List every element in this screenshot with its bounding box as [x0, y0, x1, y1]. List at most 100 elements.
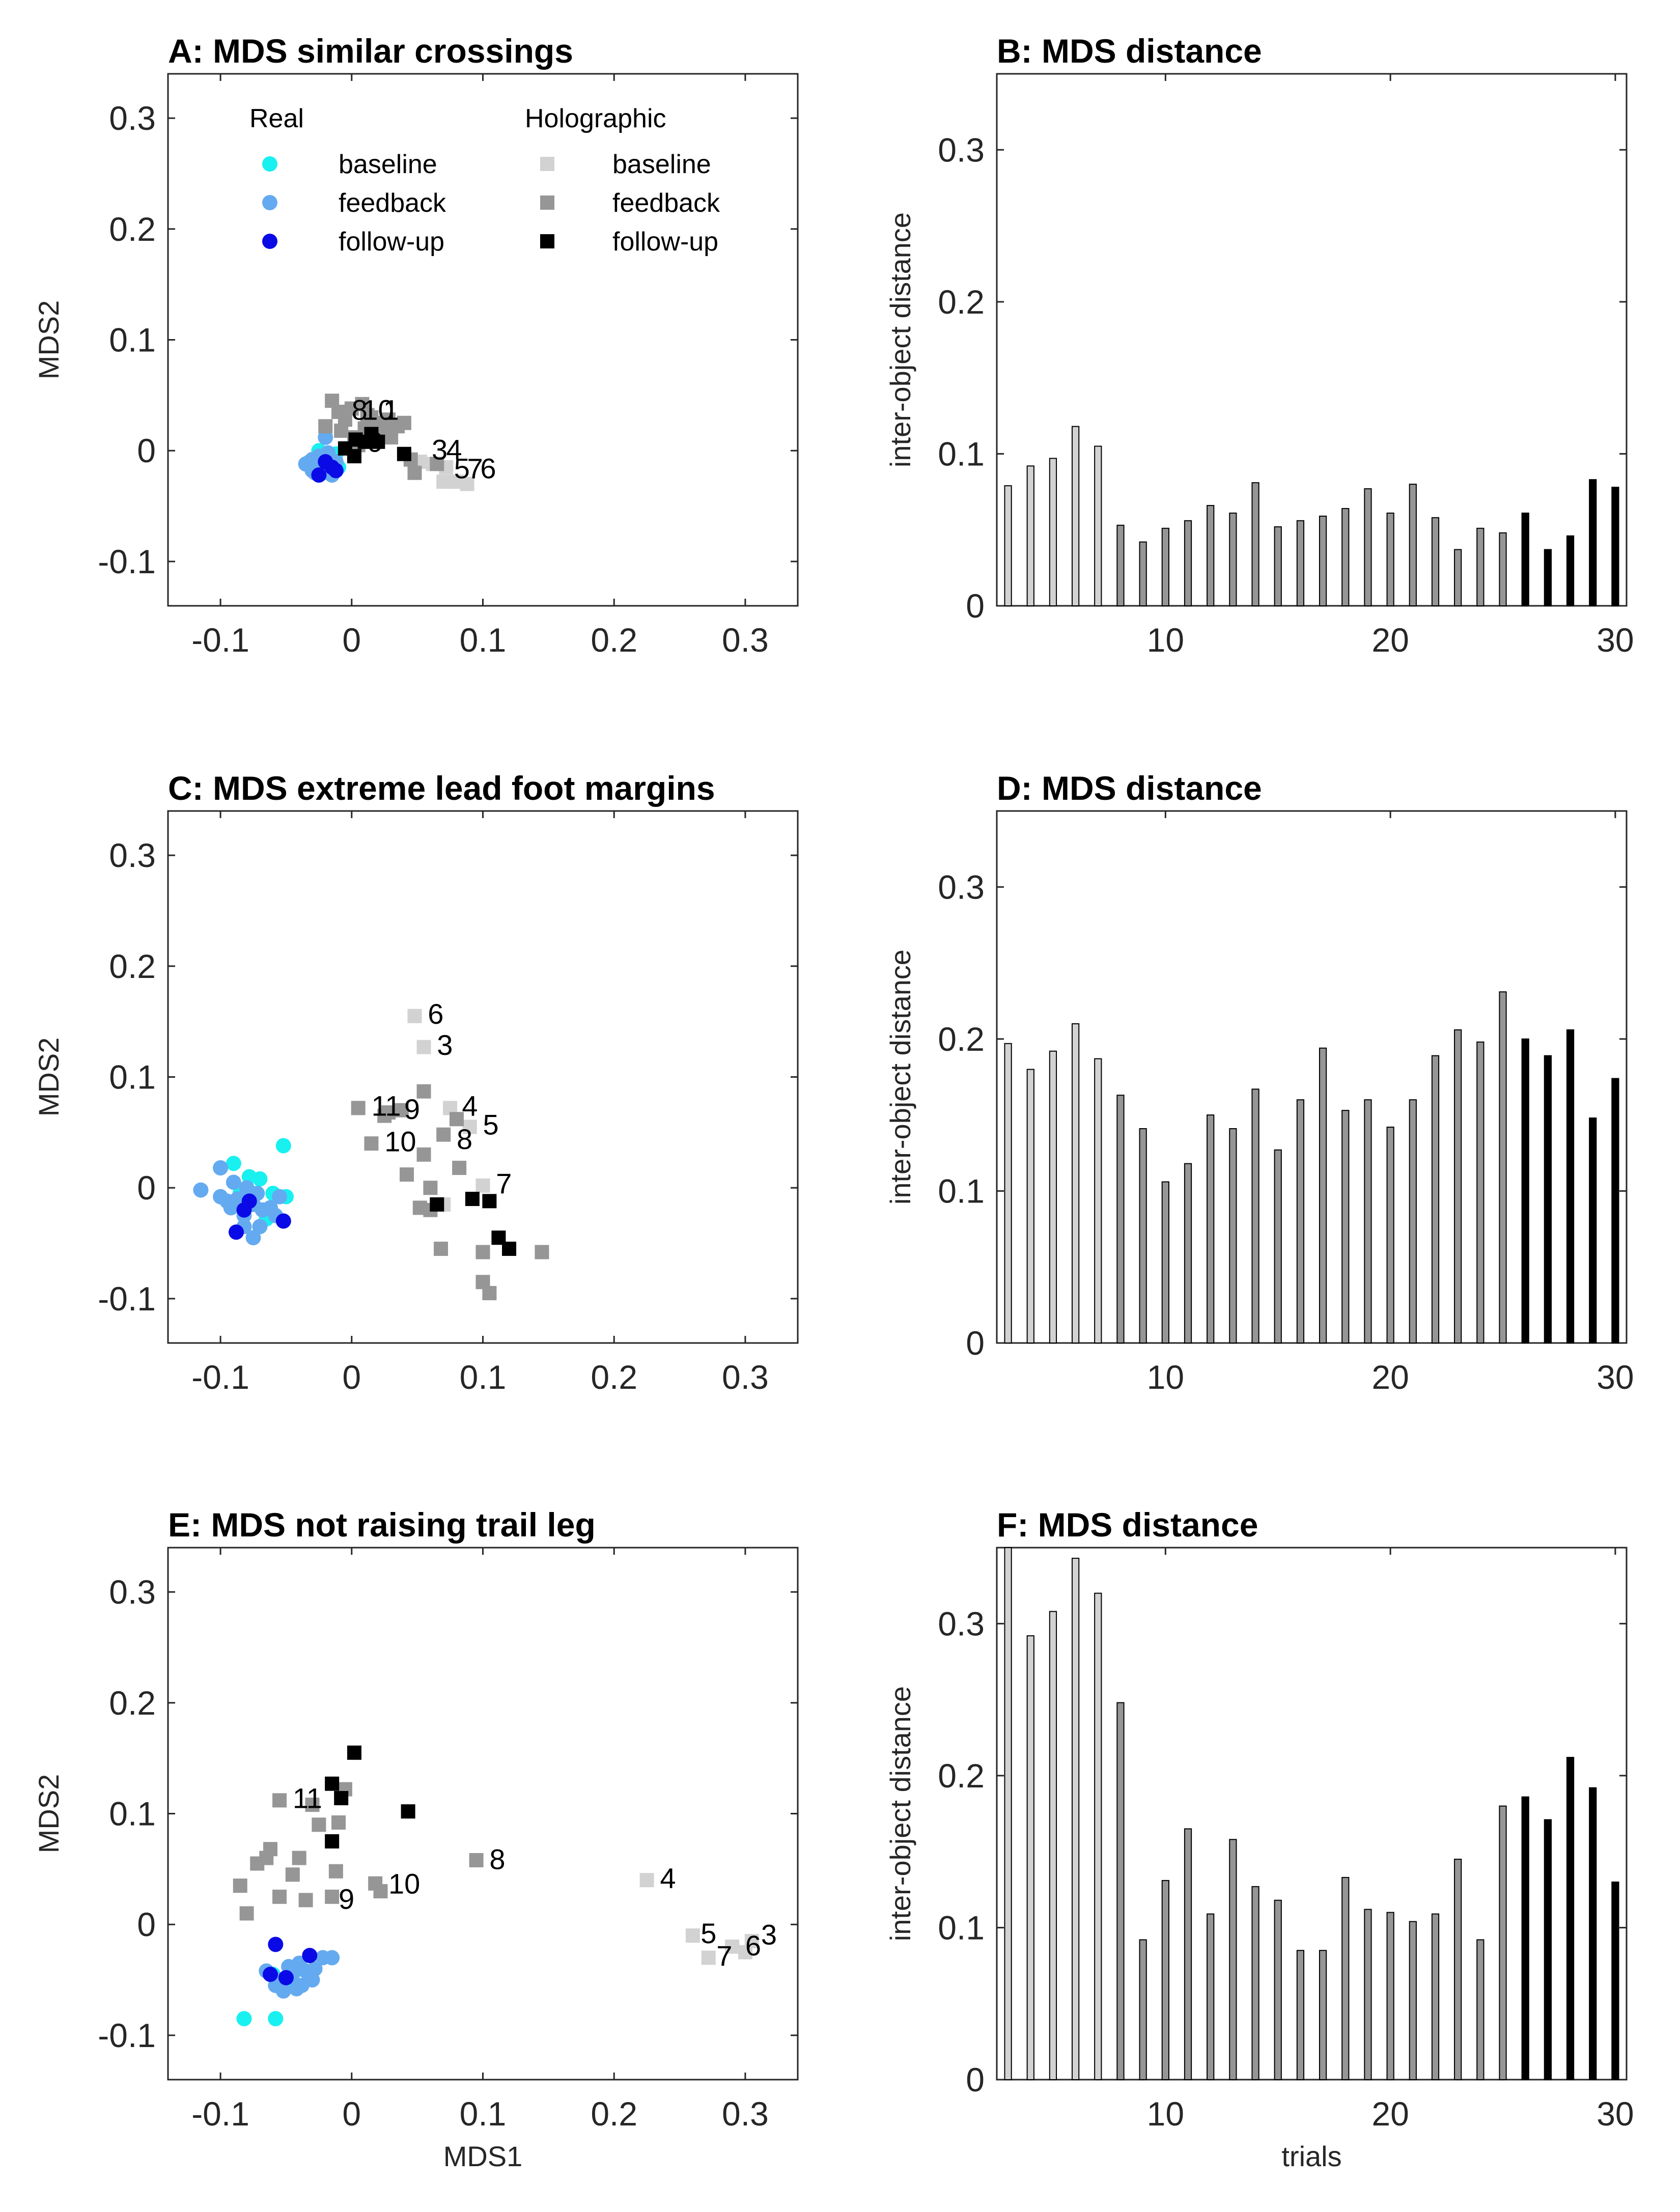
data-point: [245, 1230, 261, 1246]
bar: [1139, 1939, 1147, 2080]
panel-e: E: MDS not raising trail leg -0.1 0 0.1 0.2 0…: [33, 1506, 799, 2172]
bar: [1071, 1557, 1080, 2080]
data-point: [407, 465, 422, 480]
point-label: 5: [701, 1917, 716, 1949]
y-tick-label: -0.1: [98, 543, 156, 580]
data-point: [275, 1138, 291, 1154]
data-point: [502, 1241, 517, 1256]
y-tick-label: 0.2: [938, 283, 985, 321]
data-point: [325, 1889, 340, 1904]
data-point: [193, 1182, 209, 1198]
legend-marker: [540, 157, 554, 171]
data-point: [324, 459, 340, 475]
y-tick-label: 0.2: [938, 1020, 985, 1058]
bar: [1386, 1127, 1394, 1343]
bar: [1049, 458, 1057, 607]
bar: [1454, 549, 1462, 606]
data-point: [318, 430, 333, 445]
data-point: [475, 1178, 490, 1193]
point-label: 3: [432, 434, 447, 466]
data-point: [452, 1161, 467, 1175]
legend-item: feedback: [339, 188, 446, 218]
data-point: [381, 412, 396, 427]
y-tick-label: 0.3: [938, 131, 985, 169]
data-point: [347, 1745, 361, 1760]
y-tick-label: -0.1: [98, 2017, 156, 2054]
point-label: 10: [362, 394, 394, 426]
legend-real-header: Real: [249, 104, 304, 133]
panel-title: D: MDS distance: [997, 769, 1262, 807]
bar: [1207, 1114, 1215, 1343]
data-point: [482, 1286, 497, 1301]
bar: [1611, 1881, 1619, 2081]
legend-marker: [540, 195, 554, 210]
point-label: 11: [371, 1090, 401, 1122]
point-label: 9: [368, 426, 383, 458]
bar: [1341, 1110, 1350, 1344]
bar: [1341, 1877, 1350, 2080]
axes-box: [996, 810, 1628, 1344]
bar: [1296, 1099, 1305, 1343]
y-axis-label: inter-object distance: [884, 212, 916, 467]
bar: [1207, 1913, 1215, 2080]
x-tick-label: 10: [1147, 1358, 1184, 1396]
y-tick-label: 0.2: [109, 947, 156, 985]
y-tick-label: -0.1: [98, 1280, 156, 1318]
data-point: [331, 1815, 346, 1830]
data-point: [364, 410, 379, 425]
bar: [1274, 1899, 1282, 2081]
bar: [1274, 1149, 1282, 1343]
x-tick-label: 0.3: [722, 621, 769, 659]
data-point: [219, 1193, 235, 1209]
bar: [1386, 1912, 1394, 2081]
y-tick-label: 0.2: [938, 1757, 985, 1795]
bar: [1589, 1787, 1597, 2081]
y-tick-label: 0.3: [109, 836, 156, 874]
data-point: [312, 1817, 326, 1832]
y-tick-label: 0.2: [109, 210, 156, 248]
data-point: [226, 1156, 241, 1171]
bar: [1544, 1819, 1552, 2080]
bar: [1431, 517, 1440, 606]
data-point: [239, 1906, 254, 1921]
data-point: [272, 1793, 287, 1808]
bar: [1341, 508, 1350, 607]
data-point: [292, 1851, 306, 1865]
y-tick-label: 0: [137, 432, 156, 469]
data-point: [351, 1101, 366, 1115]
data-point: [241, 1193, 257, 1209]
y-tick-label: 0.1: [109, 1795, 156, 1833]
bar: [1094, 1058, 1102, 1343]
bar: [1364, 1909, 1372, 2081]
point-label: 8: [352, 394, 368, 426]
bar: [1161, 1181, 1169, 1344]
bar: [1116, 1095, 1125, 1344]
y-tick-label: 0.1: [938, 1909, 985, 1946]
bar: [1499, 991, 1507, 1344]
bar: [1161, 1880, 1169, 2080]
y-tick-label: 0.1: [109, 321, 156, 359]
point-label: 7: [467, 453, 483, 485]
data-point: [400, 1167, 414, 1182]
data-point: [469, 1853, 484, 1867]
point-label: 5: [483, 1109, 499, 1141]
bar: [1071, 426, 1080, 607]
y-tick-label: 0: [966, 1324, 985, 1362]
data-point: [482, 1194, 497, 1209]
y-axis-label: MDS2: [33, 1038, 65, 1117]
bar: [1026, 1635, 1034, 2080]
bar: [1004, 1547, 1012, 2080]
point-label: 7: [716, 1940, 732, 1972]
bar: [1476, 527, 1485, 606]
data-point: [364, 1136, 379, 1151]
data-point: [416, 1147, 431, 1162]
bar: [1071, 1023, 1080, 1343]
bar: [1207, 505, 1215, 607]
data-point: [685, 1928, 700, 1943]
data-point: [278, 1970, 294, 1985]
data-point: [397, 415, 411, 430]
y-tick-label: 0: [137, 1906, 156, 1943]
x-tick-label: 0: [342, 621, 361, 659]
bar: [1229, 512, 1237, 606]
point-label: 3: [437, 1029, 453, 1061]
